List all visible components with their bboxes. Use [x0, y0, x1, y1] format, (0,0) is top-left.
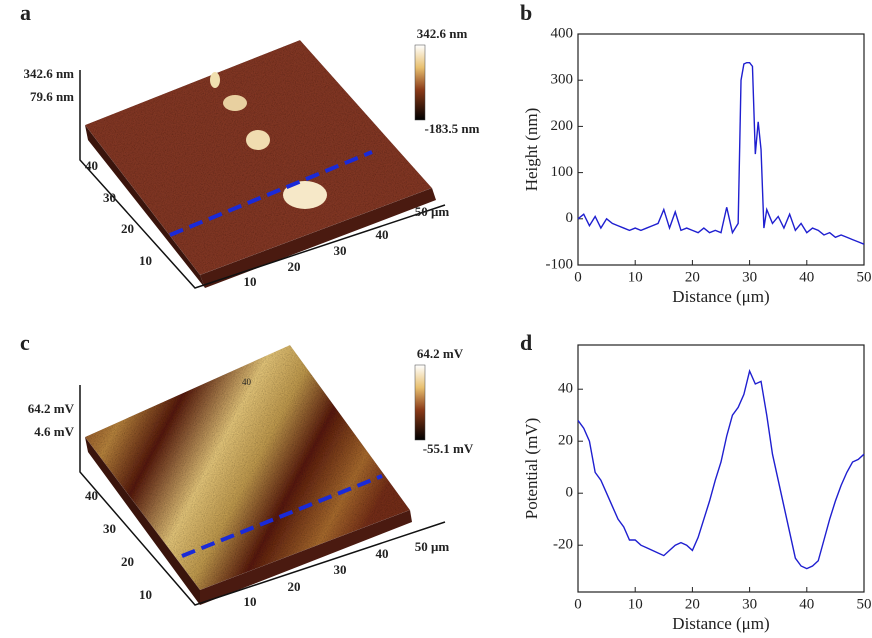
panel-label: a: [20, 0, 31, 25]
bottom-tick-label: 20: [288, 259, 301, 274]
z-mid-label: 79.6 nm: [30, 89, 74, 104]
panel-label: b: [520, 0, 532, 25]
x-tick-label: 50: [857, 596, 872, 612]
y-tick-label: 400: [551, 25, 574, 41]
bottom-tick-label: 10: [244, 594, 257, 609]
left-tick-label: 30: [103, 521, 116, 536]
plot-frame: [577, 33, 865, 266]
panel-label: d: [520, 330, 532, 355]
colorbar-min: -183.5 nm: [425, 121, 480, 136]
y-tick-label: 20: [558, 433, 573, 449]
x-tick-label: 10: [628, 596, 643, 612]
left-tick-label: 40: [85, 488, 98, 503]
left-tick-label: 20: [121, 554, 134, 569]
colorbar-min: -55.1 mV: [423, 441, 474, 456]
plot-frame: [577, 344, 865, 593]
x-tick-label: 0: [574, 269, 582, 285]
y-tick-label: 40: [558, 381, 573, 397]
bottom-tick-label: 40: [376, 546, 389, 561]
y-tick-label: 0: [566, 210, 574, 226]
x-tick-label: 30: [742, 596, 757, 612]
end-label: 50 μm: [415, 539, 450, 554]
y-tick-label: 0: [566, 485, 574, 501]
afm-surfaces: [79, 40, 446, 606]
x-axis-title: Distance (μm): [672, 287, 769, 306]
x-tick-label: 50: [857, 269, 872, 285]
y-tick-label: 300: [551, 72, 574, 88]
left-tick-label: 10: [139, 587, 152, 602]
bottom-tick-label: 10: [244, 274, 257, 289]
y-axis-title: Potential (mV): [522, 418, 541, 520]
data-line: [577, 61, 865, 245]
x-tick-label: 0: [574, 596, 582, 612]
left-tick-label: 40: [85, 158, 98, 173]
x-tick-label: 40: [799, 269, 814, 285]
x-tick-label: 20: [685, 596, 700, 612]
y-axis-title: Height (nm): [522, 108, 541, 192]
colorbar-max: 64.2 mV: [417, 346, 464, 361]
left-tick-label: 20: [121, 221, 134, 236]
x-axis-title: Distance (μm): [672, 614, 769, 633]
z-mid-label: 4.6 mV: [34, 424, 74, 439]
x-tick-label: 10: [628, 269, 643, 285]
inner-label: 40: [242, 377, 252, 387]
x-tick-label: 20: [685, 269, 700, 285]
x-tick-label: 40: [799, 596, 814, 612]
left-tick-label: 30: [103, 190, 116, 205]
bottom-tick-label: 30: [334, 243, 347, 258]
y-tick-label: 200: [551, 118, 574, 134]
bottom-tick-label: 20: [288, 579, 301, 594]
end-label: 50 μm: [415, 204, 450, 219]
x-tick-label: 30: [742, 269, 757, 285]
bottom-tick-label: 30: [334, 562, 347, 577]
y-tick-label: -20: [553, 537, 573, 553]
panel-label: c: [20, 330, 30, 355]
y-tick-label: -100: [546, 256, 574, 272]
bottom-tick-label: 40: [376, 227, 389, 242]
left-tick-label: 10: [139, 253, 152, 268]
data-line: [577, 368, 865, 570]
colorbar-max: 342.6 nm: [417, 26, 468, 41]
z-max-label: 64.2 mV: [28, 401, 75, 416]
y-tick-label: 100: [551, 164, 574, 180]
z-max-label: 342.6 nm: [23, 66, 74, 81]
